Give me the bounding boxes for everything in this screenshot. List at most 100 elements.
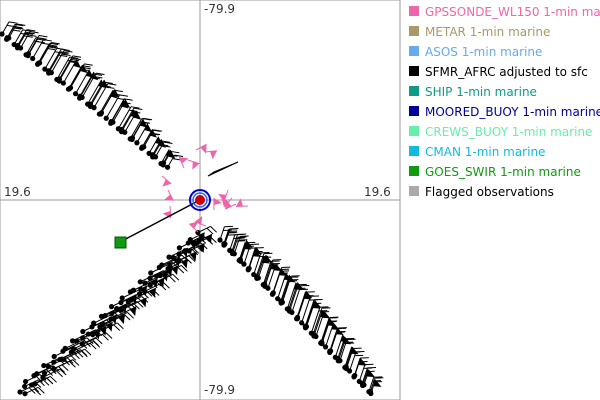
observation-point [129,135,136,141]
legend-swatch [409,86,419,96]
observation-point [57,356,63,363]
observation-point [286,306,292,312]
wind-barb [239,240,253,260]
observation-point [136,291,143,297]
observation-point [160,160,167,166]
observation-point [196,238,202,244]
wind-barb [42,368,67,378]
observation-point [67,85,74,91]
observation-point [40,374,46,380]
observation-point [222,241,228,247]
observation-point [265,285,271,291]
observation-point [108,304,115,310]
observation-point [279,299,286,305]
legend-swatch [409,66,419,76]
legend-entry: CREWS_BUOY 1-min marine [425,125,592,139]
observation-point [289,309,295,315]
wind-barb [124,111,142,133]
observation-point [231,251,237,257]
observation-point [41,362,47,369]
observation-point [25,51,32,57]
wind-barb [50,50,73,73]
wind-barb [188,243,205,253]
observation-point [23,378,29,385]
legend-entry: Flagged observations [425,185,554,199]
observation-point [337,358,343,364]
wind-barb [112,99,131,123]
observation-point [42,66,48,72]
wind-streak [207,161,239,177]
legend-swatch [409,26,419,36]
observation-point [98,110,105,116]
observation-point [134,140,140,146]
wind-barb [224,199,237,210]
observation-point [32,381,38,387]
observation-point [70,346,77,352]
legend-swatch [409,166,419,176]
observation-point [30,55,36,62]
observation-point [147,282,153,288]
wind-barb [321,316,339,343]
observation-point [114,306,120,312]
observation-point [102,313,108,319]
observation-point [130,287,137,293]
wind-barb [281,275,300,303]
legend-entry: CMAN 1-min marine [425,145,545,159]
observation-point [148,270,154,276]
wind-barb [82,332,113,345]
observation-point [118,299,124,306]
wind-barb [349,351,365,372]
observation-point [246,265,252,271]
observation-point [69,338,76,344]
observation-point [346,368,353,374]
observation-point [79,94,85,100]
wind-barb [62,59,82,84]
wind-barb [70,63,93,89]
wind-barb [188,221,199,233]
legend-swatch [409,186,419,196]
wind-barb [231,233,247,252]
wind-barb [315,311,331,337]
wind-barb [143,129,163,148]
observation-point [90,332,96,338]
observation-point [91,105,97,111]
wind-barb [204,150,217,160]
observation-point [60,80,66,86]
wind-barb [110,306,137,320]
observation-point [319,339,325,345]
observation-point [361,382,367,388]
observation-point [122,129,128,135]
wind-barb [291,284,310,313]
wind-barb [187,159,200,170]
observation-point [159,262,165,268]
observation-point [22,383,28,390]
observation-point [0,31,5,37]
wind-barb [272,266,291,293]
observation-point [255,275,261,281]
wind-barb [213,197,222,211]
observation-point [17,389,23,395]
observation-point [74,338,80,344]
observation-point [167,262,173,268]
axis-label-bottom: -79.9 [204,383,235,397]
axis-label-left: 19.6 [4,185,31,199]
legend: GPSSONDE_WL150 1-min marine METAR 1-min m… [409,5,600,199]
axis-label-right: 19.6 [364,185,391,199]
wind-barb [105,94,129,119]
wind-barb [20,30,39,49]
legend-swatch [409,146,419,156]
legend-swatch [409,106,419,116]
observation-point [72,91,79,97]
wind-barb [93,83,117,108]
observation-point [241,261,247,267]
wind-barb [53,359,80,370]
observation-point [170,255,176,261]
legend-swatch [409,126,419,136]
wind-barb [13,29,32,45]
observation-point [313,333,319,340]
wind-barb [361,367,377,384]
observation-point [17,45,24,51]
observation-point [322,344,329,350]
wind-barb [8,23,26,39]
legend-entry: SFMR_AFRC adjusted to sfc [425,65,588,79]
